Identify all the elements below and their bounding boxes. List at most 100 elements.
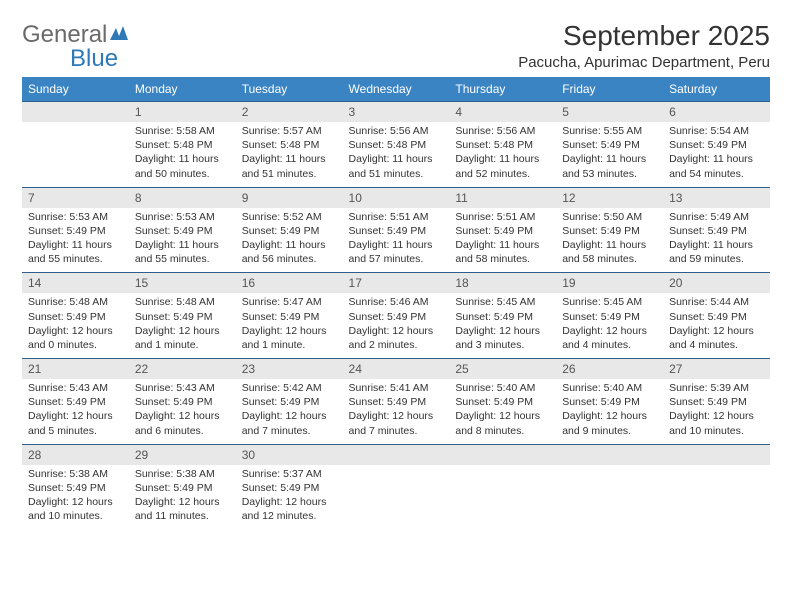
day-detail: Sunrise: 5:43 AMSunset: 5:49 PMDaylight:… bbox=[129, 379, 236, 444]
daylight-text: Daylight: 11 hours and 50 minutes. bbox=[135, 152, 230, 180]
day-detail: Sunrise: 5:45 AMSunset: 5:49 PMDaylight:… bbox=[449, 293, 556, 358]
daylight-text: Daylight: 11 hours and 51 minutes. bbox=[242, 152, 337, 180]
daylight-text: Daylight: 12 hours and 12 minutes. bbox=[242, 495, 337, 523]
day-number: 16 bbox=[236, 273, 343, 294]
sunrise-text: Sunrise: 5:51 AM bbox=[349, 210, 444, 224]
sunset-text: Sunset: 5:49 PM bbox=[669, 395, 764, 409]
day-detail: Sunrise: 5:40 AMSunset: 5:49 PMDaylight:… bbox=[556, 379, 663, 444]
detail-row: Sunrise: 5:48 AMSunset: 5:49 PMDaylight:… bbox=[22, 293, 770, 358]
brand-text-1: General bbox=[22, 21, 107, 48]
daylight-text: Daylight: 12 hours and 7 minutes. bbox=[349, 409, 444, 437]
daylight-text: Daylight: 12 hours and 7 minutes. bbox=[242, 409, 337, 437]
sunrise-text: Sunrise: 5:40 AM bbox=[455, 381, 550, 395]
sunrise-text: Sunrise: 5:48 AM bbox=[135, 295, 230, 309]
day-number bbox=[663, 444, 770, 465]
calendar-body: 123456Sunrise: 5:58 AMSunset: 5:48 PMDay… bbox=[22, 102, 770, 530]
day-number bbox=[556, 444, 663, 465]
sunset-text: Sunset: 5:49 PM bbox=[562, 138, 657, 152]
day-detail: Sunrise: 5:41 AMSunset: 5:49 PMDaylight:… bbox=[343, 379, 450, 444]
day-detail: Sunrise: 5:44 AMSunset: 5:49 PMDaylight:… bbox=[663, 293, 770, 358]
sunset-text: Sunset: 5:49 PM bbox=[562, 395, 657, 409]
sunrise-text: Sunrise: 5:48 AM bbox=[28, 295, 123, 309]
daylight-text: Daylight: 11 hours and 58 minutes. bbox=[562, 238, 657, 266]
daylight-text: Daylight: 12 hours and 4 minutes. bbox=[562, 324, 657, 352]
day-detail: Sunrise: 5:57 AMSunset: 5:48 PMDaylight:… bbox=[236, 122, 343, 187]
day-detail: Sunrise: 5:47 AMSunset: 5:49 PMDaylight:… bbox=[236, 293, 343, 358]
day-detail: Sunrise: 5:52 AMSunset: 5:49 PMDaylight:… bbox=[236, 208, 343, 273]
day-number: 1 bbox=[129, 102, 236, 123]
sunrise-text: Sunrise: 5:56 AM bbox=[455, 124, 550, 138]
day-detail: Sunrise: 5:56 AMSunset: 5:48 PMDaylight:… bbox=[449, 122, 556, 187]
sunrise-text: Sunrise: 5:54 AM bbox=[669, 124, 764, 138]
day-number: 25 bbox=[449, 359, 556, 380]
day-number: 8 bbox=[129, 187, 236, 208]
sunset-text: Sunset: 5:49 PM bbox=[455, 224, 550, 238]
day-detail bbox=[556, 465, 663, 530]
sunset-text: Sunset: 5:48 PM bbox=[242, 138, 337, 152]
daylight-text: Daylight: 11 hours and 57 minutes. bbox=[349, 238, 444, 266]
day-number: 20 bbox=[663, 273, 770, 294]
sunset-text: Sunset: 5:48 PM bbox=[135, 138, 230, 152]
sunrise-text: Sunrise: 5:45 AM bbox=[455, 295, 550, 309]
day-number: 4 bbox=[449, 102, 556, 123]
sunset-text: Sunset: 5:48 PM bbox=[455, 138, 550, 152]
day-number: 5 bbox=[556, 102, 663, 123]
day-detail bbox=[343, 465, 450, 530]
sunset-text: Sunset: 5:49 PM bbox=[349, 310, 444, 324]
sunrise-text: Sunrise: 5:52 AM bbox=[242, 210, 337, 224]
day-detail: Sunrise: 5:58 AMSunset: 5:48 PMDaylight:… bbox=[129, 122, 236, 187]
col-monday: Monday bbox=[129, 77, 236, 102]
day-detail: Sunrise: 5:45 AMSunset: 5:49 PMDaylight:… bbox=[556, 293, 663, 358]
col-wednesday: Wednesday bbox=[343, 77, 450, 102]
sunrise-text: Sunrise: 5:41 AM bbox=[349, 381, 444, 395]
daylight-text: Daylight: 12 hours and 5 minutes. bbox=[28, 409, 123, 437]
day-detail: Sunrise: 5:55 AMSunset: 5:49 PMDaylight:… bbox=[556, 122, 663, 187]
day-number: 21 bbox=[22, 359, 129, 380]
day-detail bbox=[22, 122, 129, 187]
sunset-text: Sunset: 5:49 PM bbox=[135, 395, 230, 409]
day-number: 14 bbox=[22, 273, 129, 294]
brand-text-2: Blue bbox=[70, 45, 118, 72]
sunset-text: Sunset: 5:49 PM bbox=[455, 395, 550, 409]
day-number: 22 bbox=[129, 359, 236, 380]
calendar-table: Sunday Monday Tuesday Wednesday Thursday… bbox=[22, 77, 770, 529]
day-detail: Sunrise: 5:54 AMSunset: 5:49 PMDaylight:… bbox=[663, 122, 770, 187]
daylight-text: Daylight: 11 hours and 54 minutes. bbox=[669, 152, 764, 180]
daylight-text: Daylight: 12 hours and 11 minutes. bbox=[135, 495, 230, 523]
sunrise-text: Sunrise: 5:42 AM bbox=[242, 381, 337, 395]
sunrise-text: Sunrise: 5:38 AM bbox=[135, 467, 230, 481]
day-number: 29 bbox=[129, 444, 236, 465]
daynum-row: 282930 bbox=[22, 444, 770, 465]
sunset-text: Sunset: 5:49 PM bbox=[242, 310, 337, 324]
day-number: 26 bbox=[556, 359, 663, 380]
sunrise-text: Sunrise: 5:47 AM bbox=[242, 295, 337, 309]
col-thursday: Thursday bbox=[449, 77, 556, 102]
sunrise-text: Sunrise: 5:55 AM bbox=[562, 124, 657, 138]
day-detail: Sunrise: 5:42 AMSunset: 5:49 PMDaylight:… bbox=[236, 379, 343, 444]
daylight-text: Daylight: 11 hours and 59 minutes. bbox=[669, 238, 764, 266]
detail-row: Sunrise: 5:53 AMSunset: 5:49 PMDaylight:… bbox=[22, 208, 770, 273]
location-text: Pacucha, Apurimac Department, Peru bbox=[518, 54, 770, 71]
daylight-text: Daylight: 12 hours and 2 minutes. bbox=[349, 324, 444, 352]
sunrise-text: Sunrise: 5:40 AM bbox=[562, 381, 657, 395]
daylight-text: Daylight: 12 hours and 9 minutes. bbox=[562, 409, 657, 437]
daylight-text: Daylight: 11 hours and 55 minutes. bbox=[135, 238, 230, 266]
day-number: 17 bbox=[343, 273, 450, 294]
detail-row: Sunrise: 5:58 AMSunset: 5:48 PMDaylight:… bbox=[22, 122, 770, 187]
daynum-row: 123456 bbox=[22, 102, 770, 123]
day-detail: Sunrise: 5:49 AMSunset: 5:49 PMDaylight:… bbox=[663, 208, 770, 273]
daylight-text: Daylight: 11 hours and 51 minutes. bbox=[349, 152, 444, 180]
month-title: September 2025 bbox=[518, 20, 770, 52]
sunset-text: Sunset: 5:48 PM bbox=[349, 138, 444, 152]
daylight-text: Daylight: 11 hours and 53 minutes. bbox=[562, 152, 657, 180]
daylight-text: Daylight: 12 hours and 1 minute. bbox=[135, 324, 230, 352]
sunset-text: Sunset: 5:49 PM bbox=[669, 224, 764, 238]
sunrise-text: Sunrise: 5:53 AM bbox=[135, 210, 230, 224]
day-number: 19 bbox=[556, 273, 663, 294]
day-detail: Sunrise: 5:39 AMSunset: 5:49 PMDaylight:… bbox=[663, 379, 770, 444]
col-sunday: Sunday bbox=[22, 77, 129, 102]
sunset-text: Sunset: 5:49 PM bbox=[242, 224, 337, 238]
day-detail: Sunrise: 5:53 AMSunset: 5:49 PMDaylight:… bbox=[129, 208, 236, 273]
sunset-text: Sunset: 5:49 PM bbox=[349, 224, 444, 238]
weekday-header-row: Sunday Monday Tuesday Wednesday Thursday… bbox=[22, 77, 770, 102]
